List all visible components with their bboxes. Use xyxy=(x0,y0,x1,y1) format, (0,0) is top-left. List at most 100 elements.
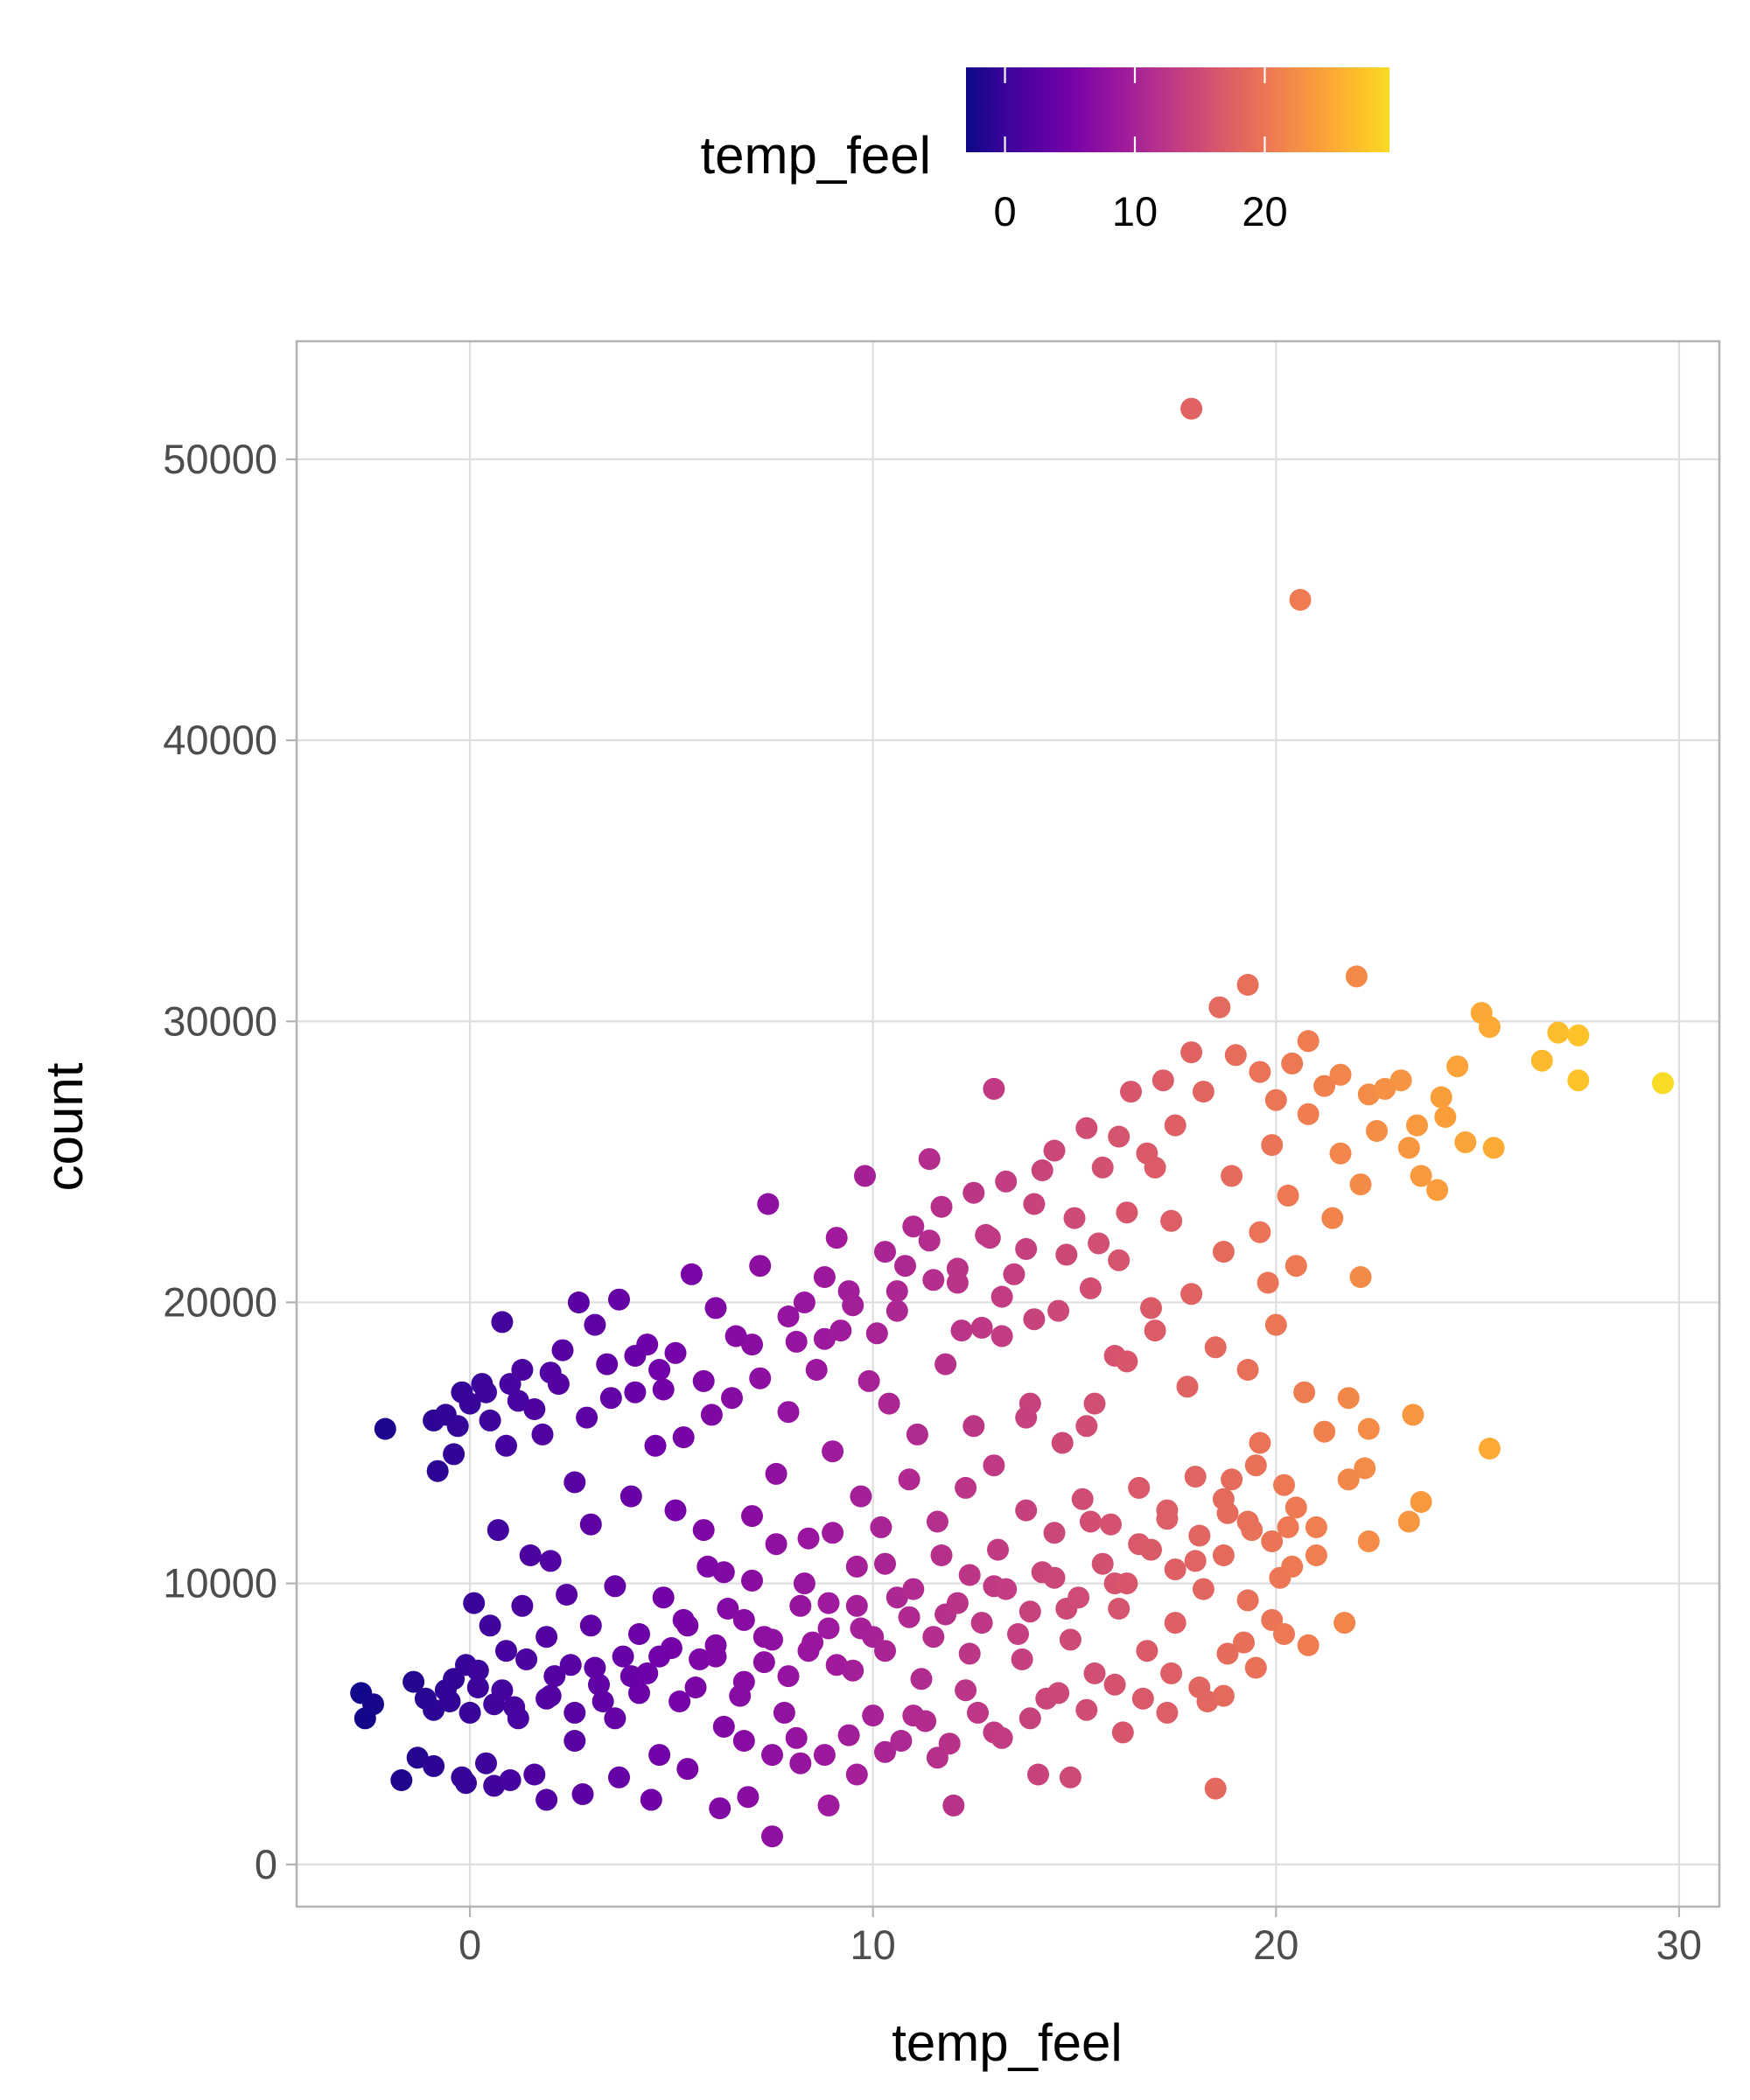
data-point xyxy=(692,1369,715,1392)
data-point xyxy=(689,1648,711,1670)
data-point xyxy=(1116,1350,1138,1373)
data-point xyxy=(1345,965,1368,988)
data-point xyxy=(1434,1106,1457,1128)
data-point xyxy=(1249,1060,1271,1083)
data-point xyxy=(390,1769,413,1791)
data-point xyxy=(1224,1044,1247,1067)
data-point xyxy=(704,1634,727,1656)
x-tick-label: 30 xyxy=(1656,1922,1702,1968)
data-point xyxy=(1208,996,1231,1018)
y-tick-label: 30000 xyxy=(163,998,277,1044)
data-point xyxy=(1297,1102,1320,1125)
data-point xyxy=(789,1752,812,1774)
data-point xyxy=(737,1786,760,1809)
data-point xyxy=(1079,1277,1102,1299)
data-point xyxy=(874,1740,896,1763)
data-point xyxy=(443,1668,466,1690)
data-point xyxy=(914,1710,937,1732)
data-point xyxy=(599,1387,622,1410)
data-point xyxy=(1055,1243,1078,1266)
data-point xyxy=(579,1513,602,1536)
data-point xyxy=(571,1783,594,1805)
data-point xyxy=(1277,1516,1299,1538)
data-point xyxy=(1184,1466,1207,1488)
data-point xyxy=(584,1313,606,1336)
data-point xyxy=(1192,1578,1214,1600)
data-point xyxy=(648,1645,671,1668)
data-point xyxy=(1152,1069,1174,1092)
data-point xyxy=(1397,1510,1420,1533)
data-point xyxy=(878,1392,900,1415)
data-point xyxy=(592,1690,614,1712)
data-point xyxy=(1284,1496,1307,1519)
data-point xyxy=(443,1443,466,1466)
data-point xyxy=(1249,1221,1271,1243)
data-point xyxy=(519,1544,542,1566)
data-point xyxy=(704,1297,727,1320)
data-point xyxy=(466,1676,489,1698)
data-point xyxy=(950,1320,973,1342)
data-point xyxy=(946,1271,969,1294)
data-point xyxy=(479,1409,501,1432)
data-point xyxy=(1018,1707,1041,1730)
data-point xyxy=(612,1645,634,1668)
data-point xyxy=(761,1825,783,1848)
data-point xyxy=(556,1584,578,1606)
data-point xyxy=(1108,1249,1130,1271)
data-point xyxy=(1249,1432,1271,1454)
data-point xyxy=(1244,1656,1267,1679)
data-point xyxy=(1091,1552,1114,1575)
data-point xyxy=(874,1640,896,1662)
data-point xyxy=(1188,1524,1211,1547)
data-point xyxy=(1180,397,1203,420)
data-point xyxy=(1047,1299,1070,1322)
data-point xyxy=(1144,1320,1166,1342)
data-point xyxy=(785,1726,808,1749)
data-point xyxy=(644,1434,667,1457)
data-point xyxy=(1212,1488,1235,1510)
data-point xyxy=(983,1077,1005,1100)
data-point xyxy=(423,1754,445,1777)
data-point xyxy=(817,1794,840,1816)
data-point xyxy=(652,1378,675,1401)
data-point xyxy=(1236,974,1259,996)
data-point xyxy=(1136,1640,1158,1662)
data-point xyxy=(1454,1130,1477,1153)
data-point xyxy=(1334,1612,1356,1634)
data-point xyxy=(676,1614,699,1637)
data-point xyxy=(539,1550,562,1572)
data-point xyxy=(1128,1476,1151,1499)
data-point xyxy=(1410,1165,1432,1187)
data-point xyxy=(817,1592,840,1614)
data-point xyxy=(466,1659,489,1682)
data-point xyxy=(922,1626,945,1648)
color-legend: temp_feel 0 10 20 xyxy=(701,67,1390,234)
data-point xyxy=(721,1387,743,1410)
data-point xyxy=(805,1359,828,1381)
plot-panel xyxy=(295,340,1721,1908)
data-point xyxy=(1337,1468,1360,1491)
data-point xyxy=(531,1423,554,1446)
data-point xyxy=(813,1744,836,1767)
data-point xyxy=(1264,1313,1287,1336)
data-point xyxy=(1140,1297,1162,1320)
data-point xyxy=(1305,1544,1327,1566)
data-point xyxy=(1221,1468,1243,1491)
y-tick-label: 20000 xyxy=(163,1278,277,1325)
data-point xyxy=(1402,1404,1424,1426)
data-point xyxy=(402,1670,425,1693)
data-point xyxy=(1160,1662,1183,1684)
data-point xyxy=(1446,1055,1469,1078)
data-point xyxy=(1140,1538,1162,1561)
data-point xyxy=(845,1594,868,1617)
data-point xyxy=(749,1367,772,1390)
data-point xyxy=(668,1690,691,1712)
legend-tick-label: 20 xyxy=(1242,188,1287,234)
data-point xyxy=(1180,1041,1203,1064)
data-point xyxy=(1018,1600,1041,1623)
data-point xyxy=(1144,1156,1166,1179)
data-point xyxy=(789,1594,812,1617)
data-point xyxy=(1212,1544,1235,1566)
data-point xyxy=(902,1215,925,1238)
